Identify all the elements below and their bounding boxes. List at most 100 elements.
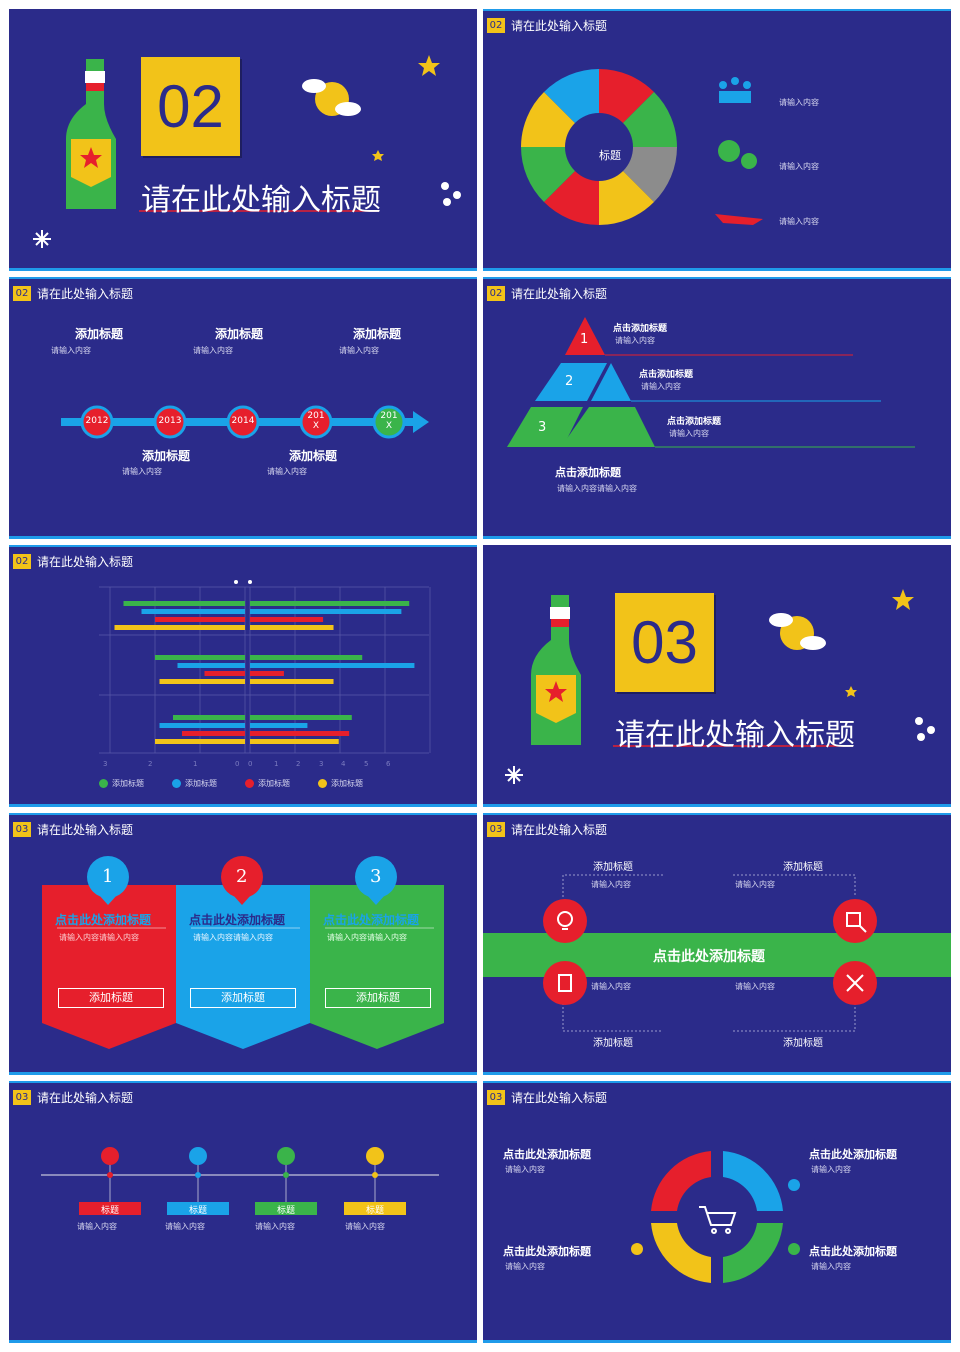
header-title: 请在此处输入标题 — [37, 286, 134, 301]
step-text-2: 请输入内容 — [165, 1222, 205, 1231]
chart-legend: 添加标题 添加标题 添加标题 添加标题 — [99, 778, 363, 789]
bar-left — [155, 617, 245, 622]
cycle-graphic — [631, 1151, 800, 1283]
slide-header: 03 请在此处输入标题 — [487, 1089, 607, 1105]
slide-header: 02 请在此处输入标题 — [13, 553, 133, 569]
card-text-1: 请输入内容请输入内容 — [59, 933, 139, 942]
step-label-3: 标题 — [276, 1206, 295, 1216]
tick-label: 0 — [235, 760, 239, 768]
cycle-text-2: 请输入内容 — [811, 1165, 851, 1174]
level-num-2: 2 — [565, 374, 574, 389]
bar-left — [177, 663, 245, 668]
top-title-2: 添加标题 — [215, 327, 264, 341]
cover-illustration — [505, 589, 935, 784]
card-button-2[interactable]: 添加标题 — [190, 988, 296, 1008]
bar-right — [250, 671, 284, 676]
bar-right — [250, 723, 308, 728]
banner-graphic — [483, 874, 951, 1032]
cover-title: 请在此处输入标题 — [141, 183, 381, 218]
tick-label: 6 — [386, 760, 391, 768]
bar-right — [250, 655, 363, 660]
header-title: 请在此处输入标题 — [37, 1090, 134, 1105]
card-num-2: 2 — [236, 866, 248, 887]
step-label-4: 标题 — [365, 1206, 384, 1216]
tick-label: 5 — [364, 760, 368, 768]
slide-timeline: 02 请在此处输入标题 2012 2013 2014 201X 201X 添加标… — [9, 277, 477, 539]
bar-left — [182, 731, 245, 736]
bottom-text-1: 请输入内容 — [122, 467, 162, 476]
level-num-1: 1 — [580, 332, 589, 347]
header-number: 03 — [487, 1089, 505, 1105]
legend-item-4: 添加标题 — [318, 778, 363, 789]
bar-left — [159, 723, 245, 728]
bar-left — [155, 739, 245, 744]
header-title: 请在此处输入标题 — [511, 286, 608, 301]
slide-pyramid: 02 请在此处输入标题 1 2 3 点击添加标题 请输入内容 点击添加标题 请输… — [483, 277, 951, 539]
card-num-1: 1 — [102, 866, 114, 887]
cycle-title-2: 点击此处添加标题 — [809, 1148, 897, 1161]
legend-item-1: 添加标题 — [99, 778, 144, 789]
pyramid-graphic — [507, 317, 915, 448]
slide-section-02: 02 请在此处输入标题 — [9, 9, 477, 271]
header-title: 请在此处输入标题 — [37, 822, 134, 837]
bottom-text-2: 请输入内容 — [267, 467, 307, 476]
tick-label: 1 — [274, 760, 278, 768]
section-number: 02 — [157, 73, 224, 140]
tick-label: 3 — [319, 760, 323, 768]
year-4: 201X — [307, 411, 325, 431]
slide-header: 03 请在此处输入标题 — [13, 1089, 133, 1105]
slide-cycle: 03 请在此处输入标题 点击此处添加标题 请输入内容 点击此处添加标题 请输入内… — [483, 1081, 951, 1343]
banner-title: 点击此处添加标题 — [653, 949, 765, 965]
header-number: 02 — [13, 553, 31, 569]
header-number: 02 — [13, 285, 31, 301]
header-number: 03 — [13, 1089, 31, 1105]
card-text-2: 请输入内容请输入内容 — [193, 933, 273, 942]
bar-left — [141, 609, 245, 614]
cover-illustration — [33, 55, 461, 248]
level-text-2: 请输入内容 — [641, 382, 681, 391]
slide-section-03: 03 请在此处输入标题 — [483, 545, 951, 807]
wheel-center-label: 标题 — [599, 149, 621, 162]
bar-right — [250, 715, 352, 720]
cycle-text-4: 请输入内容 — [811, 1262, 851, 1271]
card-button-1[interactable]: 添加标题 — [58, 988, 164, 1008]
slide-header: 03 请在此处输入标题 — [487, 821, 607, 837]
step-label-1: 标题 — [100, 1206, 119, 1216]
axis-dot — [234, 580, 238, 584]
tick-label: 2 — [296, 760, 300, 768]
year-1: 2012 — [85, 416, 109, 426]
slide-three-cards: 03 请在此处输入标题 1 2 3 点击此处添加标题 请输入内容请输入内容 点击… — [9, 813, 477, 1075]
timeline-graphic — [61, 405, 429, 439]
bar-right — [250, 679, 334, 684]
step-text-3: 请输入内容 — [255, 1222, 295, 1231]
card-title-3: 点击此处添加标题 — [323, 913, 420, 927]
card-num-3: 3 — [370, 866, 382, 887]
axis-dot — [248, 580, 252, 584]
pyramid-bottom-text: 请输入内容请输入内容 — [557, 484, 637, 493]
header-title: 请在此处输入标题 — [511, 18, 608, 33]
header-number: 02 — [487, 285, 505, 301]
tick-label: 1 — [193, 760, 197, 768]
bottom-title-1: 添加标题 — [142, 449, 191, 463]
cycle-title-1: 点击此处添加标题 — [503, 1148, 591, 1161]
section-number-box: 02 — [141, 57, 240, 156]
header-title: 请在此处输入标题 — [511, 1090, 608, 1105]
card-button-3[interactable]: 添加标题 — [325, 988, 431, 1008]
top-text-3: 请输入内容 — [339, 346, 379, 355]
header-number: 03 — [13, 821, 31, 837]
top-text-2: 请输入内容 — [193, 346, 233, 355]
wheel-item-1: 请输入内容 — [779, 98, 819, 107]
legend-item-2: 添加标题 — [172, 778, 217, 789]
tick-label: 0 — [248, 760, 252, 768]
item-title-3: 添加标题 — [593, 1038, 633, 1049]
item-title-1: 添加标题 — [593, 862, 633, 873]
bar-right — [250, 617, 324, 622]
slide-bar-chart: 02 请在此处输入标题 3 2 1 0 0 1 2 3 4 5 6 添加标题 添加标题 添加标题 添… — [9, 545, 477, 807]
slide-header: 02 请在此处输入标题 — [13, 285, 133, 301]
level-title-3: 点击添加标题 — [667, 417, 722, 427]
cycle-text-1: 请输入内容 — [505, 1165, 545, 1174]
bar-left — [159, 679, 245, 684]
bar-left — [114, 625, 245, 630]
level-text-3: 请输入内容 — [669, 429, 709, 438]
item-text-2: 请输入内容 — [735, 880, 775, 889]
